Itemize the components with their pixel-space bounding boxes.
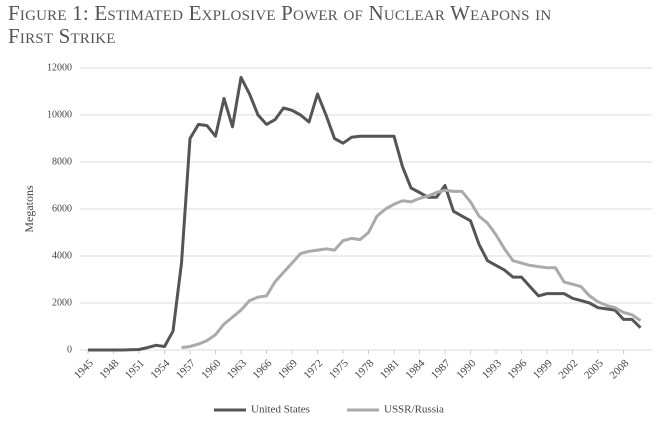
y-tick-label: 4000 — [52, 250, 72, 261]
x-tick-label: 1984 — [403, 357, 427, 381]
x-tick-label: 1963 — [225, 357, 249, 381]
x-tick-label: 1957 — [174, 357, 198, 381]
x-tick-label: 1954 — [148, 357, 172, 381]
x-tick-label: 1948 — [97, 357, 121, 381]
x-tick-label: 1972 — [301, 357, 325, 381]
y-tick-label: 8000 — [52, 156, 72, 167]
series-line — [88, 75, 642, 352]
y-axis-label: Megatons — [22, 185, 36, 233]
chart-title: Figure 1: Estimated Explosive Power of N… — [8, 1, 552, 48]
x-tick-label: 1990 — [454, 357, 478, 381]
x-tick-label: 1999 — [531, 357, 555, 381]
x-tick-label: 1996 — [505, 357, 529, 381]
y-tick-label: 6000 — [52, 203, 72, 214]
y-tick-label: 12000 — [47, 62, 72, 73]
y-tick-label: 2000 — [52, 297, 72, 308]
y-tick-label: 10000 — [47, 109, 72, 120]
x-tick-label: 1951 — [123, 357, 147, 381]
x-tick-label: 2008 — [607, 357, 631, 381]
x-tick-label: 2005 — [582, 357, 606, 381]
x-tick-label: 1969 — [276, 357, 300, 381]
x-tick-label: 1966 — [250, 357, 274, 381]
x-tick-label: 1981 — [378, 357, 402, 381]
legend-label: United States — [251, 404, 310, 416]
x-tick-label: 1987 — [429, 357, 453, 381]
x-tick-label: 1993 — [480, 357, 504, 381]
x-tick-label: 1945 — [72, 357, 96, 381]
y-tick-label: 0 — [67, 344, 72, 355]
x-tick-label: 1960 — [199, 357, 223, 381]
legend-label: USSR/Russia — [384, 404, 444, 416]
series-line — [181, 188, 642, 350]
x-tick-label: 1975 — [327, 357, 351, 381]
x-tick-label: 1978 — [352, 357, 376, 381]
x-tick-label: 2002 — [556, 357, 580, 381]
